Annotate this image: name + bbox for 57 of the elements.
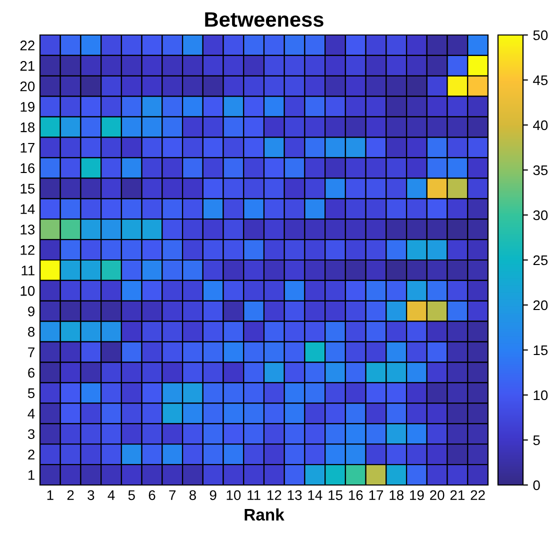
y-tick-label: 5 (28, 388, 35, 398)
y-tick-label: 7 (28, 348, 34, 358)
x-tick-label: 16 (348, 490, 363, 500)
x-tick-label: 13 (288, 490, 302, 500)
x-tick-label: 7 (169, 490, 176, 500)
y-tick-label: 10 (20, 286, 35, 296)
x-tick-label: 9 (210, 490, 216, 500)
y-tick-label: 21 (20, 61, 34, 71)
y-tick-label: 16 (20, 163, 35, 174)
x-axis-title: Rank (244, 508, 284, 521)
y-tick-label: 15 (20, 184, 35, 194)
x-tick-label: 6 (148, 490, 156, 500)
color-bar-label: 0 (533, 480, 540, 490)
y-tick-label: 22 (20, 40, 34, 50)
x-tick-label: 15 (328, 490, 342, 500)
x-tick-label: 2 (67, 490, 74, 500)
y-tick-label: 11 (22, 266, 34, 276)
color-bar-label: 20 (533, 300, 548, 310)
x-tick-label: 11 (248, 490, 260, 500)
x-tick-label: 18 (390, 490, 404, 500)
color-bar-label: 50 (533, 30, 548, 40)
x-tick-label: 14 (308, 490, 322, 500)
x-tick-label: 17 (369, 490, 384, 500)
color-bar-label: 5 (533, 435, 540, 446)
y-tick-label: 3 (28, 429, 35, 440)
color-bar-label: 15 (534, 345, 548, 356)
color-bar-label: 40 (533, 120, 548, 130)
x-tick-label: 22 (470, 490, 485, 500)
color-bar-label: 30 (533, 210, 548, 220)
y-tick-label: 14 (20, 204, 35, 214)
chart-title: Betweeness (205, 12, 324, 27)
x-tick-label: 20 (430, 490, 444, 500)
x-tick-label: 10 (226, 490, 241, 500)
y-tick-label: 1 (28, 470, 34, 480)
color-bar-label: 25 (533, 255, 548, 266)
y-tick-label: 8 (28, 326, 35, 337)
color-bar-label: 35 (533, 165, 548, 176)
y-tick-label: 17 (20, 142, 34, 153)
y-tick-label: 18 (20, 122, 35, 132)
x-tick-label: 1 (47, 490, 54, 500)
x-tick-label: 3 (88, 490, 94, 500)
y-tick-label: 13 (20, 224, 35, 234)
x-tick-label: 8 (189, 490, 196, 500)
x-tick-label: 12 (268, 490, 282, 500)
y-tick-label: 9 (28, 306, 34, 316)
x-tick-label: 4 (108, 490, 115, 500)
y-tick-label: 20 (20, 81, 35, 92)
color-bar-label: 10 (534, 390, 548, 400)
x-tick-label: 19 (410, 490, 424, 500)
y-tick-label: 12 (20, 245, 34, 255)
y-tick-label: 6 (28, 368, 35, 378)
x-tick-label: 21 (450, 490, 464, 500)
y-tick-label: 4 (28, 408, 35, 418)
y-tick-label: 2 (28, 450, 34, 460)
y-tick-label: 19 (20, 102, 34, 112)
x-tick-label: 5 (128, 490, 135, 500)
color-bar-label: 45 (533, 75, 548, 86)
